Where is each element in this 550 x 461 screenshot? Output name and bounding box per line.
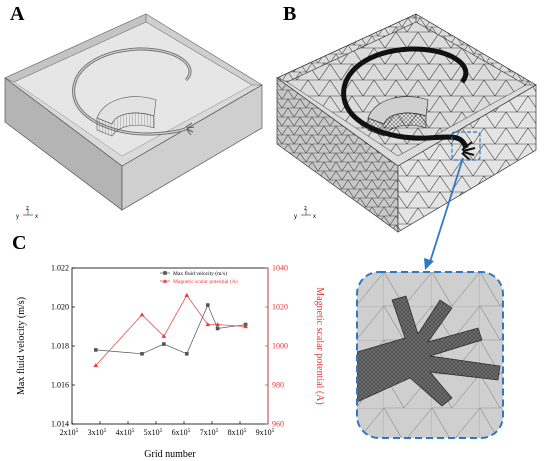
zoom-connector-arrowhead xyxy=(424,258,434,270)
velocity-point xyxy=(215,326,220,331)
triad-y-label-b: y xyxy=(294,214,297,220)
x-tick-label: 9x105 xyxy=(256,428,275,437)
velocity-point xyxy=(140,352,144,356)
spiral-channel-a-inner xyxy=(73,48,191,135)
panel-b-mesh xyxy=(276,13,537,233)
panel-label-c: C xyxy=(12,232,27,254)
triad-y-label-a: y xyxy=(16,214,19,220)
y-right-tick-label: 980 xyxy=(272,381,284,390)
potential-point xyxy=(93,363,99,368)
mesh-inner-wall-right xyxy=(415,13,537,86)
triad-z-label-b: z xyxy=(304,206,307,212)
y-axis-title-left: Max fluid velocity (m/s) xyxy=(16,297,27,395)
velocity-point xyxy=(185,352,189,356)
panel-label-b: B xyxy=(283,3,297,25)
outlet-branches-a xyxy=(185,122,195,136)
magnet-arc-side-a xyxy=(96,112,155,137)
zoom-inset xyxy=(356,271,504,439)
x-tick-label: 2x105 xyxy=(60,428,79,437)
potential-point xyxy=(184,292,190,297)
panel-label-a: A xyxy=(10,3,25,25)
y-left-tick-label: 1.018 xyxy=(51,342,69,351)
y-left-tick-label: 1.022 xyxy=(51,264,69,273)
y-right-tick-label: 960 xyxy=(272,420,284,429)
potential-point xyxy=(243,324,248,329)
x-axis-title: Grid number xyxy=(144,449,196,460)
plot-area-frame xyxy=(71,267,269,425)
y-right-tick-label: 1020 xyxy=(272,303,288,312)
velocity-point xyxy=(94,348,98,352)
grid-convergence-chart: 2x105 3x105 4x105 5x105 6x105 7x105 8x105 9x105… xyxy=(16,264,325,461)
y-right-tick-label: 1040 xyxy=(272,264,288,273)
spiral-channel-b xyxy=(341,46,469,149)
x-tick-label: 3x105 xyxy=(88,428,107,437)
legend-label-potential: Magnetic scalar potential (A) xyxy=(173,278,238,285)
y-left-tick-label: 1.014 xyxy=(51,420,69,429)
y-right-tick-label: 1000 xyxy=(272,342,288,351)
potential-point xyxy=(215,322,220,327)
x-tick-label: 4x105 xyxy=(116,428,135,437)
y-left-tick-label: 1.016 xyxy=(51,381,69,390)
velocity-point xyxy=(206,303,210,307)
x-tick-label: 5x105 xyxy=(144,428,163,437)
y-left-tick-label: 1.020 xyxy=(51,303,69,312)
legend: Max fluid velocity (m/s) Magnetic scalar… xyxy=(160,270,238,285)
box-side-right xyxy=(121,84,263,211)
legend-label-velocity: Max fluid velocity (m/s) xyxy=(173,270,227,277)
outlet-branches-b xyxy=(461,141,476,161)
y-axis-title-right: Magnetic scalar potential (A) xyxy=(314,287,325,404)
zoom-connector-line xyxy=(429,157,464,263)
x-tick-label: 8x105 xyxy=(228,428,247,437)
potential-point xyxy=(205,322,211,327)
triad-x-label-a: x xyxy=(35,214,38,220)
x-tick-label: 6x105 xyxy=(172,428,191,437)
zoom-inset-border xyxy=(356,271,504,439)
potential-point xyxy=(161,333,167,338)
axis-triad-b: y z x xyxy=(294,206,316,220)
zoom-highlight-box xyxy=(451,131,481,161)
velocity-point xyxy=(162,342,166,346)
mesh-side-left-pattern xyxy=(277,78,398,232)
x-tick-label: 7x105 xyxy=(200,428,219,437)
panel-a-geometry xyxy=(4,13,263,211)
box-inner-wall-right xyxy=(145,13,263,86)
magnet-arc-side-b xyxy=(367,112,427,137)
triad-z-label-a: z xyxy=(26,206,29,212)
potential-point xyxy=(139,312,145,317)
triad-x-label-b: x xyxy=(313,214,316,220)
axis-triad-a: y z x xyxy=(16,206,38,220)
